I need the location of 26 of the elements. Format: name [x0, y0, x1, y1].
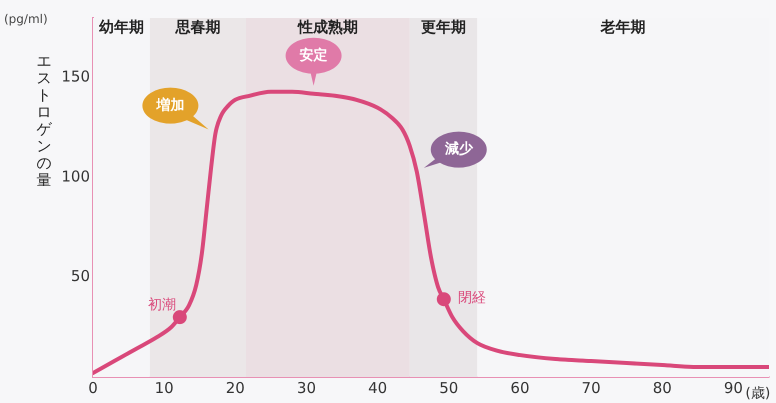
text: (pg/ml) [4, 12, 48, 26]
x-tick-label: 70 [582, 378, 601, 397]
y-axis-title: エストロゲンの量 [36, 52, 52, 189]
annotation: 閉経 [458, 290, 486, 306]
x-tick-label: 0 [88, 378, 98, 397]
x-tick-label: 10 [154, 378, 174, 397]
annotation: 減少 [444, 141, 474, 158]
band-label: 思春期 [174, 18, 220, 36]
y-tick-label: 150 [61, 68, 90, 86]
annotation: 安定 [300, 46, 328, 64]
x-tick-label: 30 [296, 378, 316, 397]
band-label: 幼年期 [98, 18, 144, 36]
y-tick-label: 100 [61, 167, 90, 186]
y-tick-label: 50 [70, 267, 90, 286]
annotation: 初潮 [148, 296, 176, 313]
x-axis-title: (歳) [745, 386, 770, 402]
x-tick-label: 40 [368, 378, 388, 397]
band-label: 性成熟期 [296, 18, 358, 36]
x-tick-label: 50 [439, 378, 458, 397]
x-tick-label: 20 [226, 378, 245, 397]
x-tick-label: 90 [724, 378, 743, 397]
band-label: 更年期 [420, 18, 466, 36]
annotation: 増加 [155, 96, 184, 114]
x-tick-label: 80 [652, 378, 672, 397]
x-tick-label: 60 [510, 378, 530, 397]
band-label: 老年期 [600, 18, 646, 36]
